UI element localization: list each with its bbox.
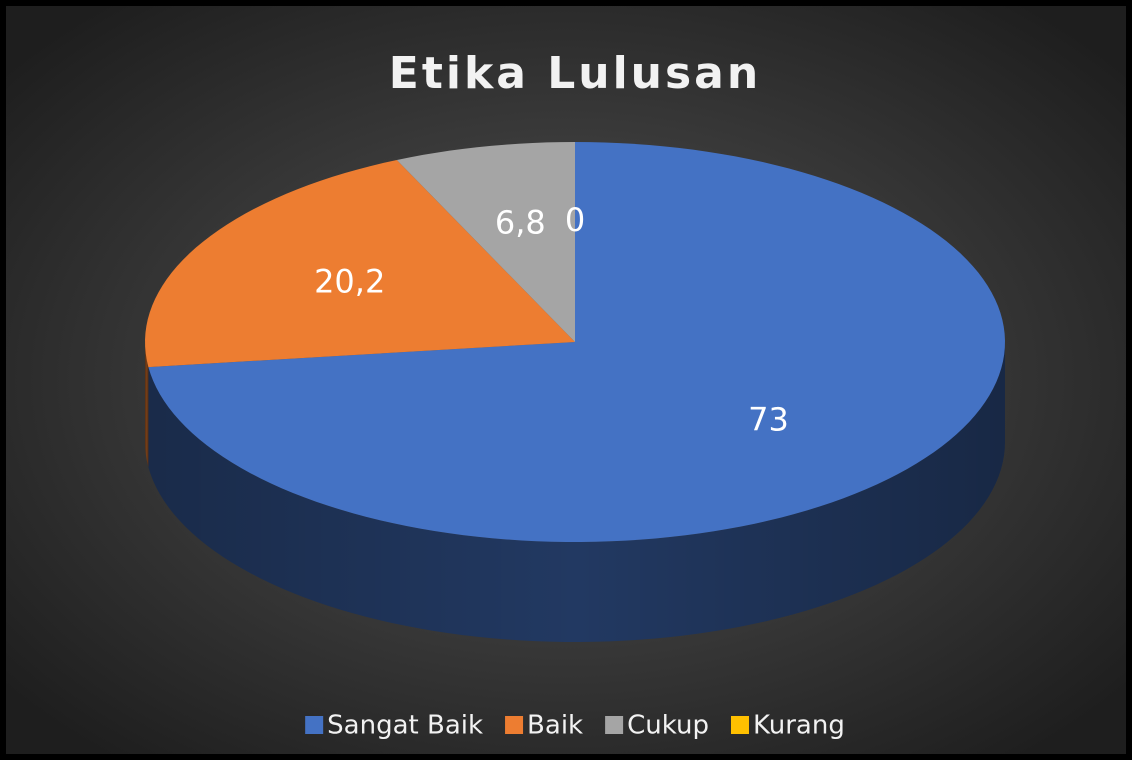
legend-swatch — [305, 716, 324, 734]
slice — [396, 142, 575, 342]
side-shade — [145, 342, 149, 468]
data-label: 6,8 — [495, 204, 546, 242]
chart-title: Etika Lulusan — [389, 48, 761, 99]
slice — [145, 159, 575, 368]
legend-swatch — [605, 716, 624, 734]
data-label: 20,2 — [314, 263, 385, 301]
legend-swatch — [730, 716, 749, 734]
legend-label: Sangat Baik — [327, 711, 483, 741]
legend-label: Baik — [527, 711, 583, 741]
legend-label: Kurang — [753, 711, 845, 741]
legend-label: Cukup — [627, 711, 709, 741]
data-label: 0 — [565, 201, 585, 239]
data-label: 73 — [748, 400, 789, 438]
legend-swatch — [505, 716, 524, 734]
side-shade — [148, 342, 1005, 642]
slice — [148, 142, 1005, 542]
